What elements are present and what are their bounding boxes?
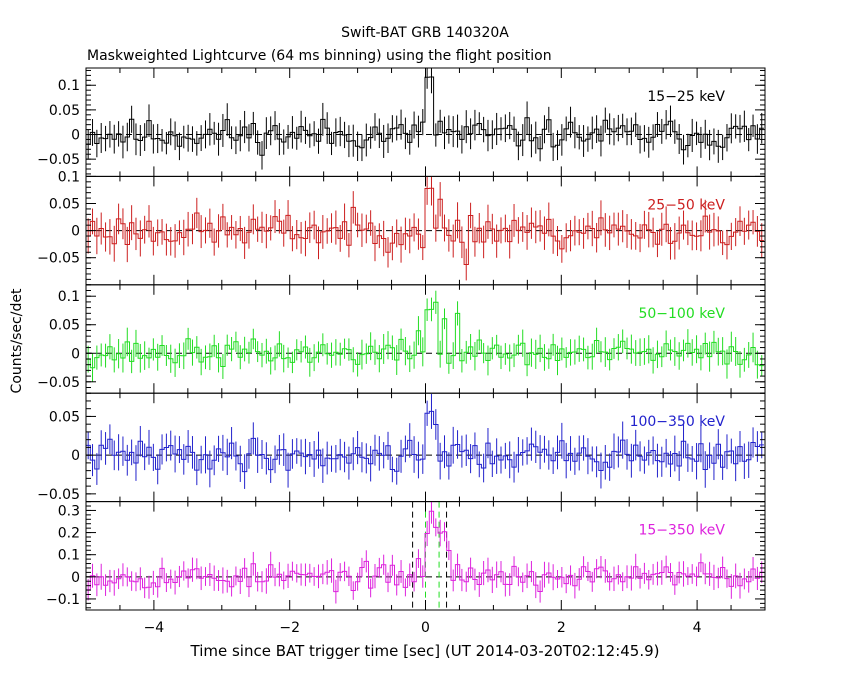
y-tick-label: 0.1 — [58, 548, 80, 564]
x-tick-label: 2 — [557, 620, 566, 636]
y-tick-label: 0 — [71, 448, 80, 464]
panel-energy-label: 100−350 keV — [630, 414, 726, 430]
y-tick-label: 0.2 — [58, 526, 80, 542]
panel-4: −0.1 0 0.1 0.2 0.3 15−350 keV — [46, 501, 766, 611]
lightcurve-step — [86, 410, 764, 473]
y-tick-label: 0.05 — [49, 318, 80, 334]
y-tick-label: 0.05 — [49, 197, 80, 213]
y-tick-label: −0.05 — [37, 487, 80, 503]
panel-2: −0.05 0 0.05 0.1 50−100 keV — [37, 284, 766, 394]
y-tick-label: 0.3 — [58, 503, 80, 519]
lightcurve-step — [86, 187, 764, 265]
x-tick-label: −2 — [279, 620, 300, 636]
y-tick-label: 0 — [71, 570, 80, 586]
y-tick-label: −0.05 — [37, 375, 80, 391]
panel-energy-label: 15−25 keV — [647, 89, 725, 105]
lightcurve-step — [86, 76, 764, 156]
y-tick-label: 0 — [71, 346, 80, 362]
panel-energy-label: 25−50 keV — [647, 197, 725, 213]
x-tick-label: 4 — [693, 620, 702, 636]
y-tick-label: 0.1 — [58, 289, 80, 305]
panel-1: −0.05 0 0.05 0.1 25−50 keV — [37, 169, 766, 286]
y-tick-label: 0.05 — [49, 409, 80, 425]
y-tick-label: −0.05 — [37, 152, 80, 168]
y-tick-label: 0 — [71, 224, 80, 240]
y-tick-label: 0.1 — [58, 169, 80, 185]
panel-3: −0.05 0 0.05 100−350 keV — [37, 392, 766, 503]
y-axis-label: Counts/sec/det — [9, 288, 25, 393]
lightcurve-step — [86, 510, 764, 593]
y-tick-label: −0.1 — [46, 592, 80, 608]
x-tick-label: 0 — [421, 620, 430, 636]
y-tick-label: 0 — [71, 128, 80, 144]
panel-energy-label: 15−350 keV — [638, 523, 725, 539]
y-tick-label: 0.1 — [58, 78, 80, 94]
y-tick-label: 0.05 — [49, 103, 80, 119]
panel-energy-label: 50−100 keV — [638, 306, 725, 322]
x-tick-label: −4 — [144, 620, 165, 636]
chart-title: Swift-BAT GRB 140320A — [341, 25, 509, 41]
y-tick-label: −0.05 — [37, 251, 80, 267]
x-axis-label: Time since BAT trigger time [sec] (UT 20… — [190, 642, 660, 660]
chart-subtitle: Maskweighted Lightcurve (64 ms binning) … — [87, 48, 552, 64]
lightcurve-step — [86, 301, 764, 369]
panels-group: −0.05 0 0.05 0.1 15−25 keV −0.05 0 0.05 0.1 25−50… — [37, 67, 766, 636]
panel-0: −0.05 0 0.05 0.1 15−25 keV — [37, 67, 766, 177]
